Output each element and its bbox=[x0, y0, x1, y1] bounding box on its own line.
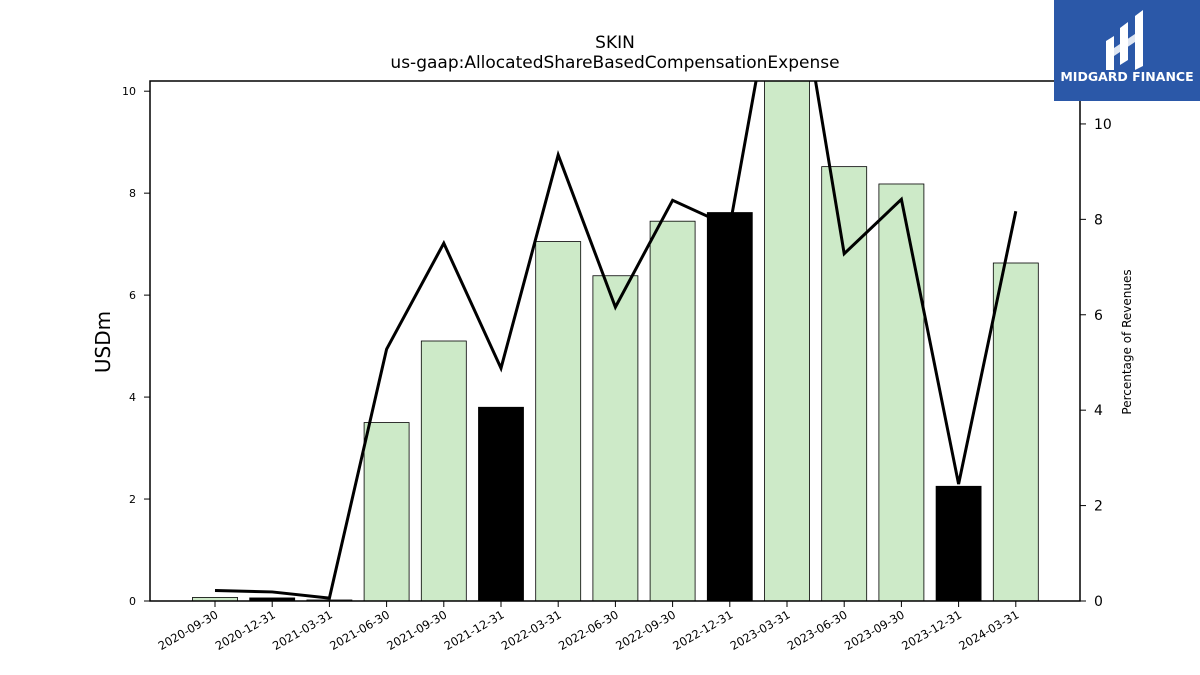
y2-tick-label: 4 bbox=[1094, 403, 1103, 419]
chart-title: SKIN bbox=[595, 33, 635, 53]
y-tick-label: 10 bbox=[122, 85, 136, 98]
x-tick-label: 2022-06-30 bbox=[556, 607, 621, 653]
bar-2022-09-30 bbox=[649, 220, 696, 601]
bar-2024-03-31 bbox=[992, 262, 1039, 601]
y2-tick-label: 10 bbox=[1094, 117, 1112, 133]
x-tick-label: 2021-09-30 bbox=[384, 607, 449, 653]
x-tick-label: 2021-06-30 bbox=[327, 607, 392, 653]
x-tick-label: 2022-12-31 bbox=[670, 607, 735, 653]
bar-2023-12-31 bbox=[935, 485, 982, 601]
y2-tick-label: 6 bbox=[1094, 308, 1103, 324]
bar-2021-06-30 bbox=[363, 422, 410, 601]
y2-tick-label: 8 bbox=[1094, 212, 1103, 228]
x-tick-label: 2020-09-30 bbox=[156, 607, 221, 653]
bar-2022-12-31 bbox=[706, 212, 753, 601]
y-tick-label: 4 bbox=[129, 391, 136, 404]
bar-2023-03-31 bbox=[764, 81, 810, 601]
x-tick-label: 2022-03-31 bbox=[499, 607, 564, 653]
brand-name: MIDGARD FINANCE bbox=[1060, 69, 1194, 84]
y-tick-label: 8 bbox=[129, 187, 136, 200]
percentage-line bbox=[214, 81, 1018, 600]
bar-2022-06-30 bbox=[592, 275, 639, 601]
y-tick-label: 6 bbox=[129, 289, 136, 302]
y2-tick-label: 2 bbox=[1094, 499, 1103, 515]
x-tick-label: 2021-03-31 bbox=[270, 607, 335, 653]
x-tick-label: 2022-09-30 bbox=[613, 607, 678, 653]
x-tick-label: 2021-12-31 bbox=[442, 607, 507, 653]
line-layer bbox=[214, 81, 1018, 600]
y-tick-label: 0 bbox=[129, 595, 136, 608]
x-tick-label: 2023-03-31 bbox=[728, 607, 793, 653]
midgard-logo-icon bbox=[1106, 10, 1143, 70]
bar-2022-03-31 bbox=[535, 241, 582, 601]
y-tick-label: 2 bbox=[129, 493, 136, 506]
x-tick-label: 2023-12-31 bbox=[899, 607, 964, 653]
bar-2023-09-30 bbox=[878, 183, 925, 601]
x-tick-label: 2024-03-31 bbox=[956, 607, 1021, 653]
bar-2020-09-30 bbox=[192, 597, 238, 601]
bar-2023-06-30 bbox=[821, 166, 868, 601]
bar-2021-12-31 bbox=[478, 406, 524, 601]
x-tick-label: 2023-09-30 bbox=[842, 607, 907, 653]
bar-2021-09-30 bbox=[420, 340, 467, 601]
x-tick-label: 2020-12-31 bbox=[213, 607, 278, 653]
bars-layer bbox=[192, 81, 1039, 601]
y2-axis-label: Percentage of Revenues bbox=[1120, 269, 1134, 414]
y-axis-label: USDm bbox=[91, 311, 115, 373]
x-tick-label: 2023-06-30 bbox=[785, 607, 850, 653]
y2-tick-label: 0 bbox=[1094, 594, 1103, 610]
chart-subtitle: us-gaap:AllocatedShareBasedCompensationE… bbox=[390, 53, 839, 73]
